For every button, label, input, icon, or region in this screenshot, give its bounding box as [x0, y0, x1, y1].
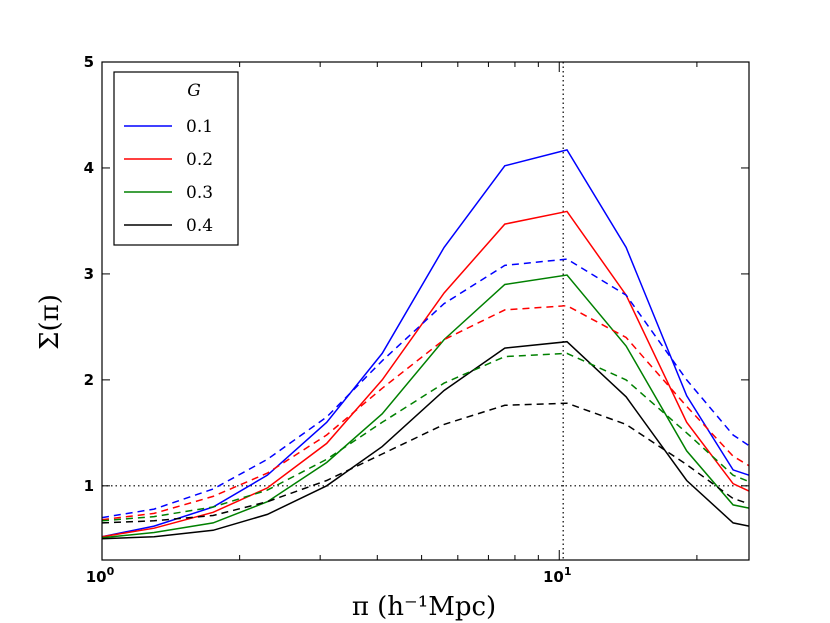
y-tick-label: 2 — [84, 371, 94, 389]
series-layer — [101, 149, 750, 540]
series-line-01-dashed — [101, 258, 750, 519]
y-tick-label: 1 — [84, 477, 94, 495]
x-tick-label: 101 — [543, 565, 572, 586]
legend-entry-label: 0.4 — [186, 216, 213, 236]
y-tick-label: 5 — [84, 53, 94, 71]
series-line-03-solid — [101, 274, 750, 539]
y-axis-label: Σ(π) — [35, 294, 65, 350]
y-tick-label: 3 — [84, 265, 94, 283]
reference-lines — [102, 62, 749, 560]
series-line-04-dashed — [101, 402, 750, 524]
x-axis-label: π (h⁻¹Mpc) — [352, 592, 496, 622]
y-tick-label: 4 — [84, 159, 94, 177]
series-line-03-dashed — [101, 352, 750, 522]
legend: G 0.1 0.2 0.3 0.4 — [113, 71, 239, 246]
legend-entry-label: 0.3 — [186, 183, 213, 203]
legend-entry-label: 0.2 — [186, 150, 213, 170]
plot-frame — [101, 61, 750, 561]
series-line-02-solid — [101, 210, 750, 538]
axis-ticks — [101, 61, 749, 560]
series-line-02-dashed — [101, 304, 750, 521]
legend-entry-label: 0.1 — [186, 117, 213, 137]
series-line-04-solid — [101, 340, 750, 540]
legend-title: G — [187, 81, 201, 101]
x-tick-label: 100 — [86, 565, 115, 586]
